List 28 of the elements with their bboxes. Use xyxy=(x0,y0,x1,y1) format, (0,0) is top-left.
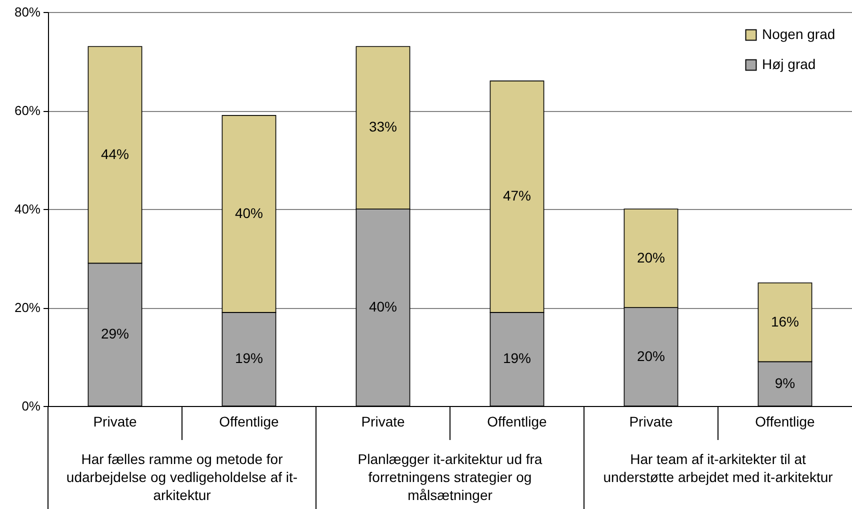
legend-label: Nogen grad xyxy=(762,26,836,42)
data-label: 16% xyxy=(770,313,800,330)
data-label: 9% xyxy=(774,374,796,391)
data-label: 20% xyxy=(636,348,666,364)
data-label: 19% xyxy=(234,350,264,366)
data-label: 19% xyxy=(502,350,532,366)
x-tick-label: Offentlige xyxy=(219,414,280,430)
x-tick-label: Offentlige xyxy=(755,414,816,430)
y-tick-label: 80% xyxy=(14,4,41,20)
data-label: 44% xyxy=(100,146,130,162)
y-tick-label: 0% xyxy=(22,398,41,414)
x-tick-label: Private xyxy=(93,414,137,430)
text: Har team af it-arkitekter til at understøtte arbejdet med it-arkitektur xyxy=(603,451,834,485)
y-tick-label: 20% xyxy=(14,300,41,315)
y-tick-label: 40% xyxy=(14,202,41,216)
data-label: 29% xyxy=(100,326,130,342)
text: Planlægger it-arkitektur ud fra forretningens strategier og målsætninger xyxy=(358,451,542,503)
text: Har fælles ramme og metode for udarbejdelse og vedligeholdelse af it-arkitektur xyxy=(66,451,298,503)
data-label: 20% xyxy=(636,249,666,266)
data-label: 40% xyxy=(234,204,264,221)
legend-label: Høj grad xyxy=(762,56,816,72)
data-label: 40% xyxy=(368,298,398,314)
data-label: 47% xyxy=(502,188,532,204)
x-tick-label: Offentlige xyxy=(487,414,548,430)
data-label: 33% xyxy=(368,118,398,135)
x-tick-label: Private xyxy=(629,414,673,430)
y-tick-label: 60% xyxy=(14,103,41,118)
x-tick-label: Private xyxy=(361,414,405,430)
